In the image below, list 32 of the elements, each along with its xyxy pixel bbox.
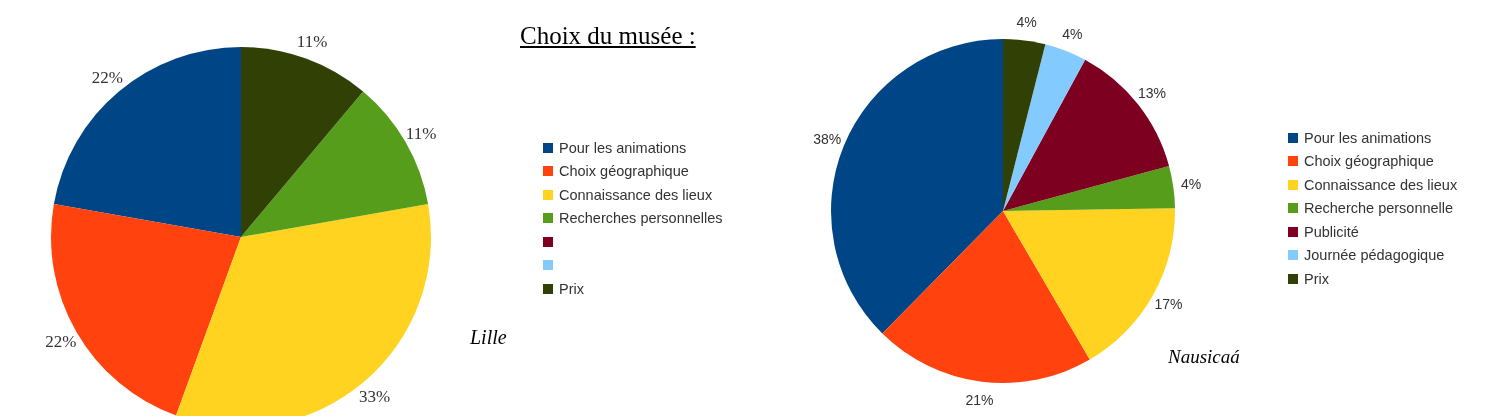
- data-label: 21%: [965, 391, 994, 408]
- legend-label: Journée pédagogique: [1304, 247, 1445, 264]
- legend-label: Pour les animations: [1304, 129, 1432, 146]
- data-label: 4%: [1181, 176, 1202, 193]
- legend-label: Pour les animations: [559, 139, 687, 156]
- legend-label: Connaissance des lieux: [1304, 176, 1458, 193]
- pie-slice: [882, 211, 1090, 383]
- pie-slice: [1003, 44, 1086, 211]
- pie-slice: [1003, 166, 1175, 211]
- data-label: 33%: [359, 386, 391, 406]
- pie-slice: [1003, 39, 1046, 211]
- legend-label: Choix géographique: [559, 163, 689, 180]
- text: Lille: [470, 326, 507, 349]
- data-label: 11%: [296, 32, 328, 52]
- data-label: 11%: [405, 123, 437, 143]
- data-label: 17%: [1154, 296, 1183, 313]
- data-label: 22%: [91, 68, 123, 88]
- legend-label: Connaissance des lieux: [559, 186, 713, 203]
- legend-label: Publicité: [1304, 223, 1359, 240]
- data-label: 38%: [813, 130, 842, 147]
- text: Nausicaá: [1168, 346, 1240, 368]
- legend-label: Prix: [559, 280, 584, 297]
- data-label: 4%: [1062, 26, 1083, 43]
- legend-label: Recherche personnelle: [1304, 200, 1454, 217]
- legend-label: Recherches personnelles: [559, 210, 723, 227]
- data-label: 4%: [1016, 14, 1037, 31]
- data-label: 13%: [1138, 85, 1167, 102]
- legend-label: Choix géographique: [1304, 153, 1434, 170]
- data-label: 22%: [45, 331, 77, 351]
- legend-label: Prix: [1304, 270, 1329, 287]
- chart-title: Choix du musée :: [520, 22, 696, 50]
- pie-slice: [1003, 59, 1170, 211]
